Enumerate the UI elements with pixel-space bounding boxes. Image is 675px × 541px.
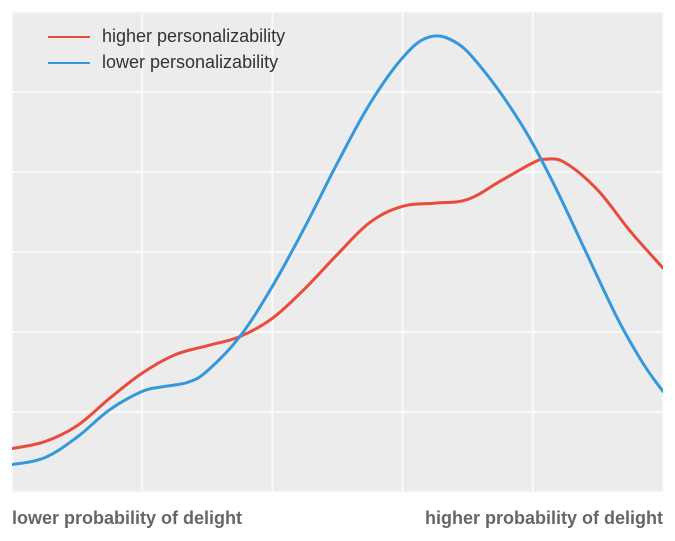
x-axis-left-label: lower probability of delight — [12, 508, 242, 529]
legend-label-higher: higher personalizability — [102, 26, 285, 47]
legend-swatch-lower — [48, 62, 90, 64]
x-axis-right-label: higher probability of delight — [425, 508, 663, 529]
chart-svg — [0, 0, 675, 541]
x-axis-labels: lower probability of delight higher prob… — [12, 508, 663, 529]
legend-swatch-higher — [48, 36, 90, 38]
density-chart: higher personalizability lower personaliz… — [0, 0, 675, 541]
legend-label-lower: lower personalizability — [102, 52, 278, 73]
